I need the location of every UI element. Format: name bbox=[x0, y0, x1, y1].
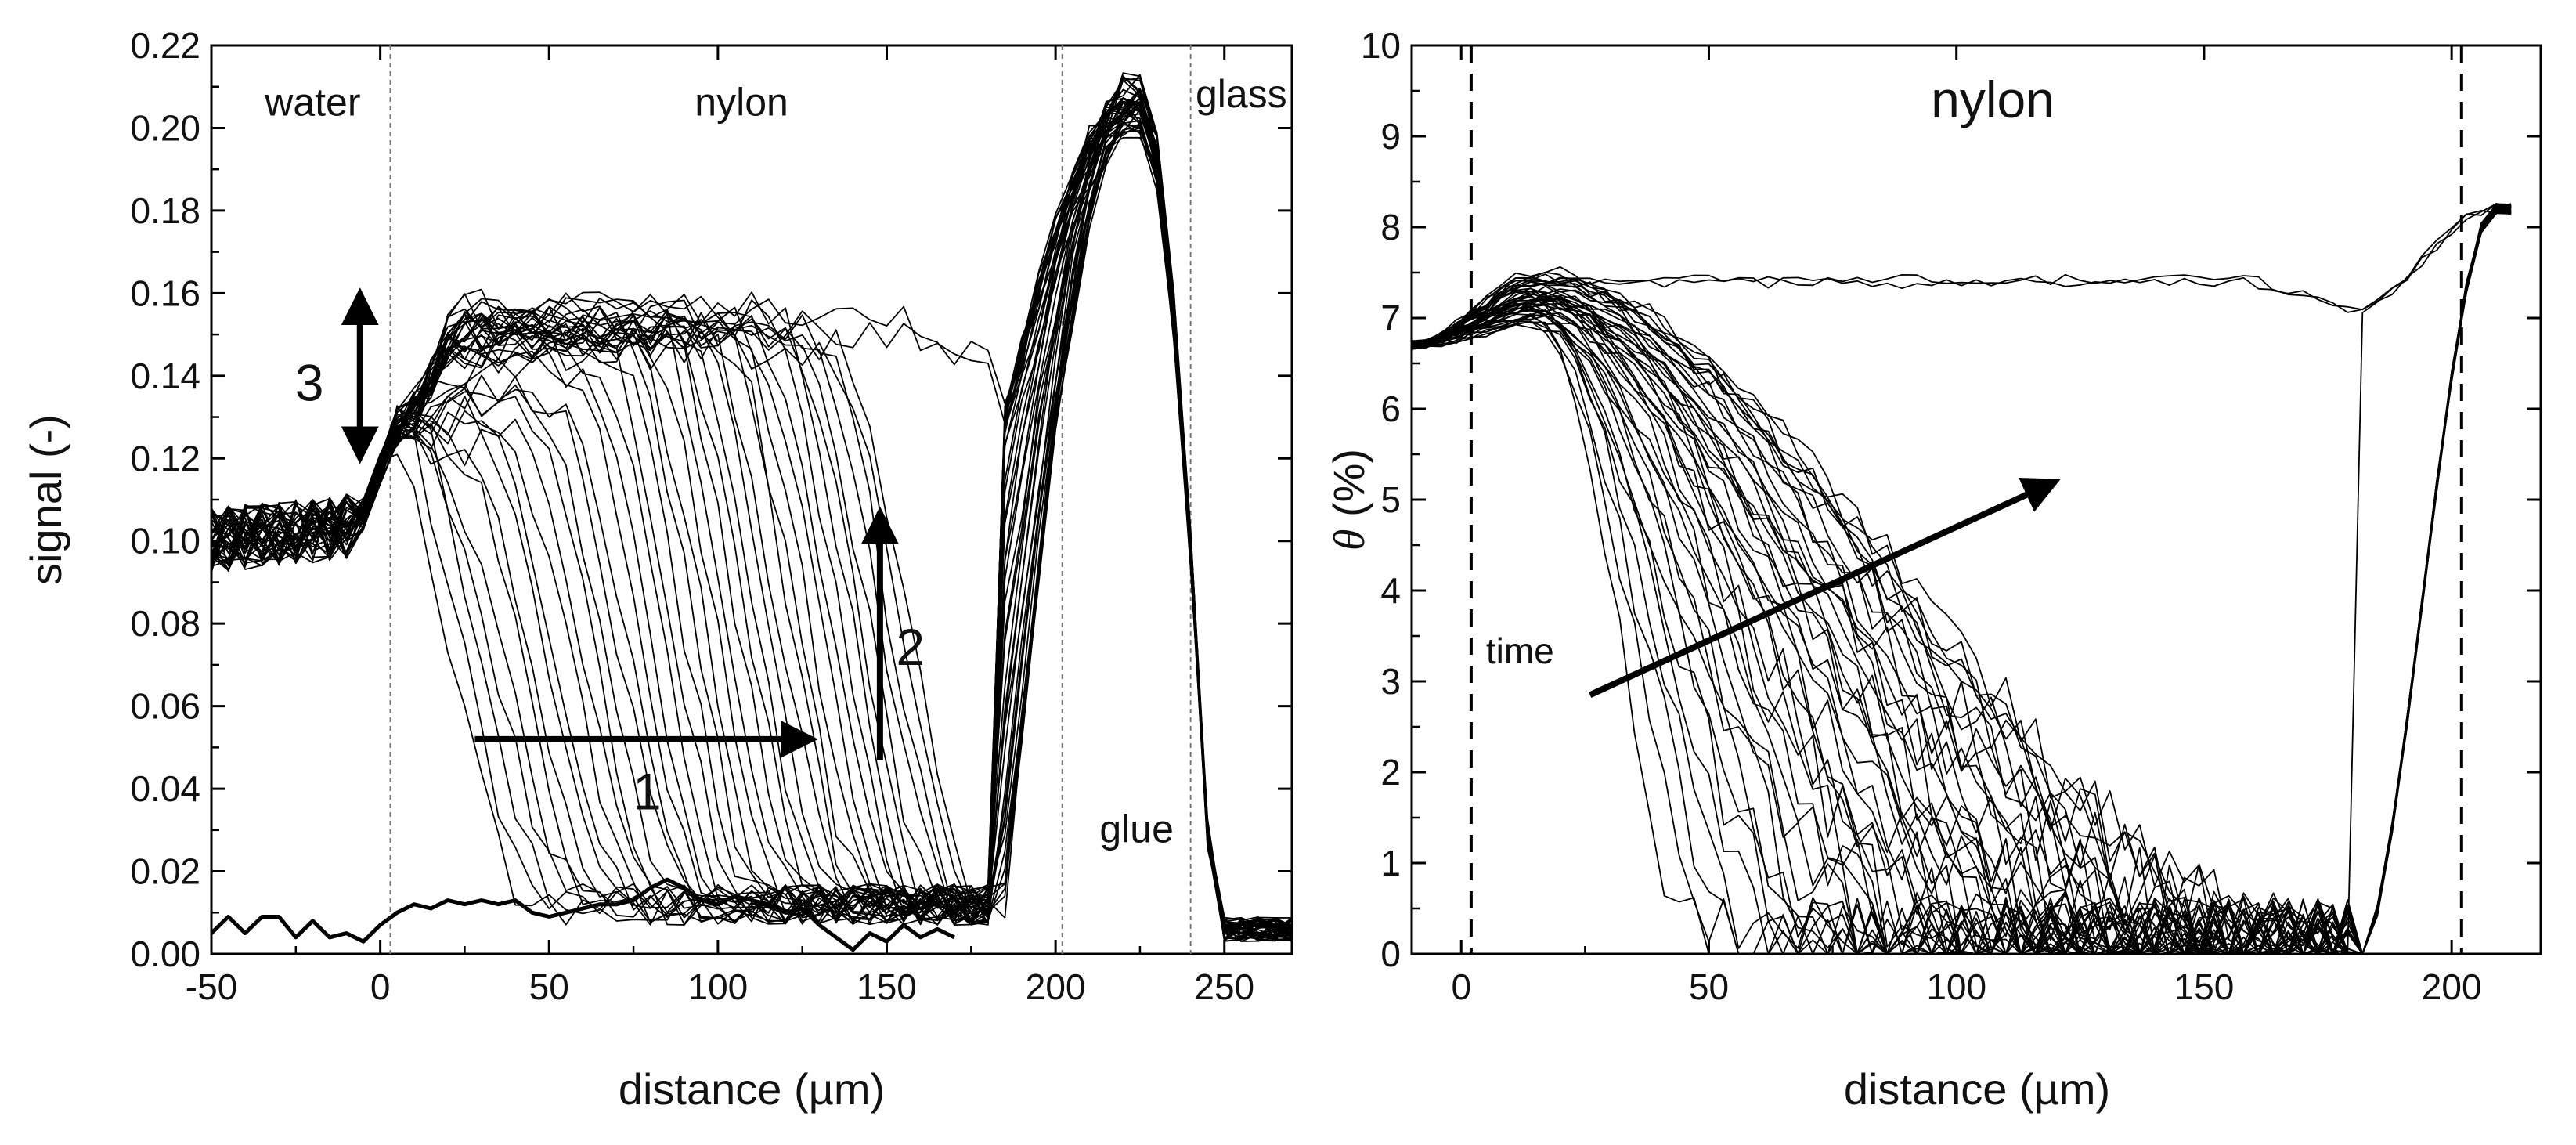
theta-y-tick-label: 3 bbox=[1380, 661, 1401, 702]
signal-series-line bbox=[211, 107, 1293, 941]
signal-y-tick-label: 0.02 bbox=[130, 851, 200, 892]
signal-series-line bbox=[211, 107, 1293, 942]
signal-region-label: nylon bbox=[695, 81, 788, 125]
signal-y-tick-label: 0.20 bbox=[130, 107, 200, 148]
theta-y-axis-unit: (%) bbox=[1324, 449, 1373, 529]
signal-series-line bbox=[211, 100, 1293, 941]
signal-arrow-label: 1 bbox=[633, 762, 662, 820]
signal-y-axis-title: signal (-) bbox=[21, 414, 70, 585]
signal-region-label: water bbox=[264, 81, 360, 125]
theta-y-tick-label: 5 bbox=[1380, 479, 1401, 520]
theta-series-line bbox=[1411, 205, 2512, 955]
theta-y-tick-label: 2 bbox=[1380, 752, 1401, 793]
signal-axis-ticks: -50 0 50 100 150 200 250 0.00 0.02 0.04 0.06 0.08 0.… bbox=[130, 25, 1292, 1007]
theta-chart-panel: 0 50 100 150 200 0 1 2 3 4 5 6 7 8 9 10 time nylon dist… bbox=[1324, 25, 2542, 1114]
signal-series-line bbox=[211, 100, 1293, 939]
time-arrow bbox=[1589, 477, 2061, 699]
signal-y-tick-label: 0.14 bbox=[130, 356, 200, 396]
theta-y-tick-label: 7 bbox=[1380, 298, 1401, 338]
theta-x-tick-label: 50 bbox=[1689, 966, 1729, 1007]
signal-baseline-line bbox=[210, 877, 955, 952]
theta-y-tick-label: 10 bbox=[1361, 25, 1401, 66]
theta-y-tick-label: 0 bbox=[1380, 934, 1401, 974]
signal-annotations: water nylon glass glue 1 2 3 bbox=[264, 72, 1286, 851]
signal-y-tick-label: 0.10 bbox=[130, 521, 200, 562]
signal-y-tick-label: 0.12 bbox=[130, 438, 200, 479]
theta-y-tick-label: 8 bbox=[1380, 207, 1401, 247]
time-arrow-label: time bbox=[1486, 630, 1554, 671]
theta-x-tick-label: 150 bbox=[2174, 966, 2235, 1007]
theta-series-line bbox=[1411, 211, 2512, 955]
signal-x-axis-title: distance (µm) bbox=[619, 1064, 885, 1114]
signal-y-tick-label: 0.06 bbox=[130, 686, 200, 727]
signal-x-tick-label: 200 bbox=[1026, 966, 1086, 1007]
theta-series-line bbox=[1411, 203, 2512, 955]
signal-series-group bbox=[210, 72, 1293, 952]
signal-y-tick-label: 0.22 bbox=[130, 25, 200, 66]
signal-y-tick-label: 0.08 bbox=[130, 603, 200, 644]
theta-x-tick-label: 200 bbox=[2422, 966, 2482, 1007]
signal-series-line bbox=[211, 100, 1293, 940]
theta-series-line bbox=[1411, 205, 2512, 955]
theta-axis-ticks: 0 50 100 150 200 0 1 2 3 4 5 6 7 8 9 10 bbox=[1361, 25, 2541, 1007]
theta-series-line bbox=[1411, 203, 2512, 955]
theta-annotations: time bbox=[1486, 477, 2061, 699]
theta-symbol: θ bbox=[1326, 529, 1374, 551]
signal-x-tick-label: 100 bbox=[688, 966, 749, 1007]
signal-y-tick-label: 0.18 bbox=[130, 190, 200, 231]
theta-x-axis-title: distance (µm) bbox=[1844, 1064, 2110, 1114]
theta-series-line bbox=[1411, 207, 2512, 955]
signal-y-tick-label: 0.04 bbox=[130, 768, 200, 809]
signal-arrow-label: 2 bbox=[896, 618, 925, 676]
signal-chart-panel: -50 0 50 100 150 200 250 0.00 0.02 0.04 0.06 0.08 0.… bbox=[21, 25, 1293, 1114]
signal-arrow-label: 3 bbox=[295, 353, 324, 411]
signal-x-tick-label: 50 bbox=[529, 966, 569, 1007]
signal-x-tick-label: 150 bbox=[857, 966, 917, 1007]
theta-series-line bbox=[1411, 203, 2512, 345]
theta-series-line bbox=[1411, 212, 2512, 955]
signal-y-tick-label: 0.16 bbox=[130, 273, 200, 313]
signal-y-tick-label: 0.00 bbox=[130, 934, 200, 974]
theta-chart-title: nylon bbox=[1931, 70, 2055, 128]
theta-series-line bbox=[1411, 205, 2512, 955]
theta-y-tick-label: 9 bbox=[1380, 116, 1401, 157]
theta-y-tick-label: 1 bbox=[1380, 843, 1401, 883]
signal-series-line bbox=[211, 101, 1293, 934]
theta-x-tick-label: 100 bbox=[1926, 966, 1986, 1007]
signal-region-label: glue bbox=[1099, 807, 1174, 851]
theta-y-axis-title: θ (%) bbox=[1324, 449, 1374, 551]
signal-region-label: glass bbox=[1196, 72, 1287, 116]
signal-series-line bbox=[211, 122, 1293, 940]
theta-boundary-lines bbox=[1469, 45, 2463, 954]
theta-y-tick-label: 6 bbox=[1380, 388, 1401, 429]
theta-series-line bbox=[1411, 210, 2512, 347]
theta-x-tick-label: 0 bbox=[1451, 966, 1471, 1007]
theta-series-line bbox=[1411, 208, 2512, 955]
signal-series-line bbox=[211, 101, 1293, 941]
signal-x-tick-label: 250 bbox=[1194, 966, 1254, 1007]
signal-x-tick-label: 0 bbox=[370, 966, 391, 1007]
signal-x-tick-label: -50 bbox=[186, 966, 237, 1007]
theta-y-tick-label: 4 bbox=[1380, 570, 1401, 611]
signal-series-line bbox=[211, 88, 1293, 942]
